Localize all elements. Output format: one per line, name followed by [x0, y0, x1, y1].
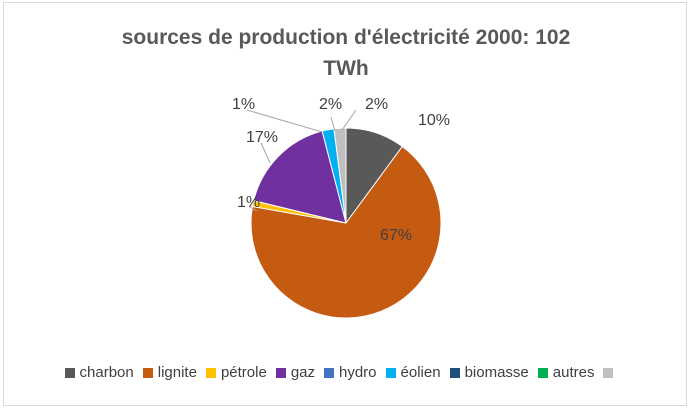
legend-swatch — [603, 367, 614, 378]
legend-label: gaz — [290, 364, 315, 381]
legend-swatch — [142, 367, 153, 378]
legend-swatch — [537, 367, 548, 378]
legend-item-autres: autres — [537, 364, 595, 381]
leader-line — [341, 109, 357, 131]
data-label-lignite: 67% — [380, 227, 412, 244]
legend-label: lignite — [157, 364, 197, 381]
leader-line — [330, 116, 336, 132]
legend-item-lignite: lignite — [142, 364, 197, 381]
pie-slice-lignite — [250, 145, 442, 319]
data-label-charbon: 10% — [418, 112, 450, 129]
leader-line — [249, 206, 258, 212]
legend-item-éolien: éolien — [385, 364, 441, 381]
legend-label: hydro — [339, 364, 377, 381]
pie-slice-gaz — [253, 130, 347, 224]
chart-title-line2: TWh — [323, 57, 369, 80]
data-label-gaz: 17% — [246, 129, 278, 146]
leader-line — [246, 109, 323, 133]
data-label-éolien: 1% — [232, 96, 255, 113]
data-label-unnamed: 2% — [365, 96, 388, 113]
legend-swatch — [449, 367, 460, 378]
legend-item-charbon: charbon — [64, 364, 134, 381]
chart-title: sources de production d'électricité 2000… — [0, 22, 692, 84]
legend-label: éolien — [400, 364, 441, 381]
legend-label: biomasse — [464, 364, 529, 381]
legend-swatch — [205, 367, 216, 378]
legend-label: charbon — [79, 364, 134, 381]
legend-item-unnamed — [603, 367, 618, 378]
data-label-autres: 2% — [319, 96, 342, 113]
chart-title-line1: sources de production d'électricité 2000… — [121, 26, 571, 49]
legend-item-gaz: gaz — [275, 364, 315, 381]
data-label-pétrole: 1% — [237, 194, 260, 211]
legend-swatch — [385, 367, 396, 378]
leader-line — [260, 142, 271, 164]
legend-swatch — [324, 367, 334, 378]
legend-label: autres — [552, 364, 595, 381]
legend-swatch — [275, 367, 286, 378]
chart-legend: charbon lignite pétrole gaz hydro éolien bioma… — [0, 364, 692, 381]
legend-swatch — [64, 367, 75, 378]
legend-item-pétrole: pétrole — [205, 364, 267, 381]
legend-item-biomasse: biomasse — [449, 364, 529, 381]
legend-label: pétrole — [220, 364, 267, 381]
legend-item-hydro: hydro — [324, 364, 377, 381]
